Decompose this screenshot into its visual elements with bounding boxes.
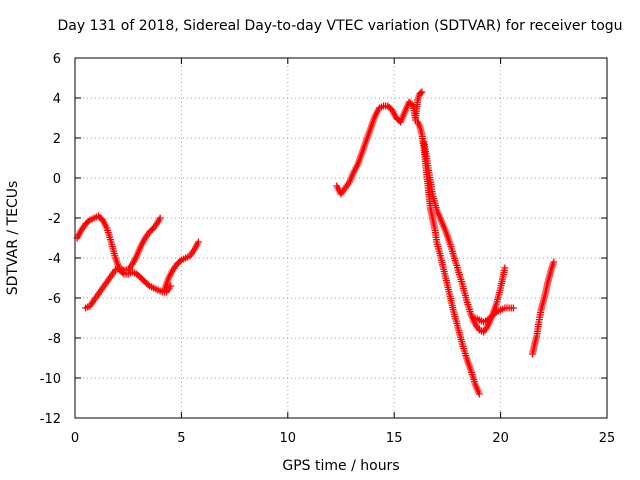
data-point-series-3 — [417, 89, 425, 97]
data-point-series-3 — [418, 88, 426, 96]
y-tick-label: 2 — [53, 132, 61, 147]
data-point-series-4 — [475, 390, 483, 398]
grid-lines — [75, 58, 607, 418]
data-point-series-5 — [501, 264, 509, 272]
x-tick-label: 15 — [386, 431, 403, 446]
y-tick-label: -12 — [40, 412, 61, 427]
x-tick-label: 10 — [280, 431, 297, 446]
data-point-series-0 — [84, 217, 92, 225]
y-tick-label: 0 — [53, 172, 61, 187]
data-point-series-7 — [550, 258, 558, 266]
y-tick-label: -6 — [48, 292, 61, 307]
y-tick-label: 4 — [53, 92, 61, 107]
data-point-series-1 — [156, 214, 164, 222]
y-tick-label: 6 — [53, 52, 61, 67]
x-tick-label: 20 — [492, 431, 509, 446]
y-tick-label: -8 — [48, 332, 61, 347]
axes: 0 5 10 15 20 25 -12 -10 -8 -6 -4 -2 0 2 4 6 — [40, 52, 616, 446]
data-point-series-2 — [176, 257, 184, 265]
y-tick-label: -2 — [48, 212, 61, 227]
x-tick-label: 25 — [599, 431, 616, 446]
x-tick-label: 5 — [177, 431, 185, 446]
y-tick-label: -10 — [40, 372, 61, 387]
x-tick-label: 0 — [71, 431, 79, 446]
data-point-series-0 — [144, 281, 152, 289]
y-axis-label: SDTVAR / TECUs — [5, 181, 21, 296]
y-tick-label: -4 — [48, 252, 61, 267]
data-point-series-6 — [491, 309, 499, 317]
plot-points — [73, 88, 558, 398]
chart-title: Day 131 of 2018, Sidereal Day-to-day VTE… — [57, 18, 622, 34]
data-point-series-2 — [194, 238, 202, 246]
x-axis-label: GPS time / hours — [282, 458, 399, 474]
data-point-series-6 — [509, 304, 517, 312]
plot-frame — [74, 57, 608, 419]
